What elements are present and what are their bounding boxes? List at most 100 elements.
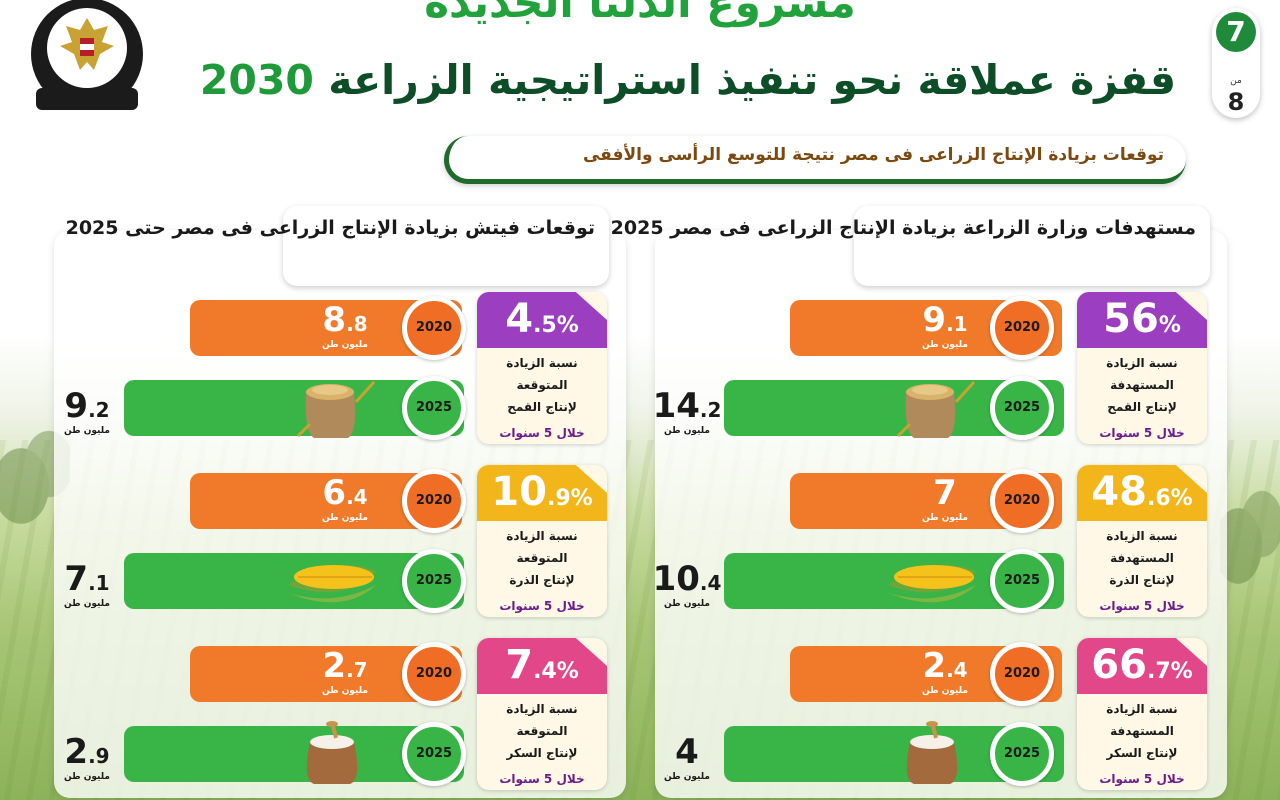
value-int: 2 bbox=[922, 646, 947, 686]
value-dec: .2 bbox=[88, 398, 110, 422]
fitch-wheat-value-2020: 8.8 bbox=[290, 302, 400, 342]
title-main: قفزة عملاقة نحو تنفيذ استراتيجية الزراعة… bbox=[198, 54, 1178, 106]
value-dec: .2 bbox=[699, 398, 722, 422]
increase-description: نسبة الزيادة المستهدفة لإنتاج السكر bbox=[1106, 702, 1178, 760]
increase-period: خلال 5 سنوات bbox=[1099, 426, 1185, 440]
increase-int: 66 bbox=[1091, 642, 1147, 688]
ministry-wheat-year-2020: 2020 bbox=[990, 296, 1054, 360]
subtitle-bar: توقعات بزيادة الإنتاج الزراعى فى مصر نتي… bbox=[444, 136, 1186, 184]
ministry-wheat-increase-card: 56% نسبة الزيادة المستهدفة لإنتاج القمح خل… bbox=[1077, 292, 1207, 444]
value-dec: .8 bbox=[346, 312, 368, 336]
ministry-sugar-increase-card: 66.7% نسبة الزيادة المستهدفة لإنتاج السكر… bbox=[1077, 638, 1207, 790]
fitch-sugar-value-2025: 2.9 bbox=[52, 734, 122, 774]
fitch-corn-value-2025: 7.1 bbox=[52, 561, 122, 601]
percent-sign: % bbox=[1158, 313, 1181, 338]
value-int: 10 bbox=[652, 559, 700, 599]
ministry-sugar-unit-2025: مليون طن bbox=[664, 772, 710, 782]
trees-decoration bbox=[1220, 480, 1280, 590]
fitch-sugar-value-2020: 2.7 bbox=[290, 648, 400, 688]
value-int: 2 bbox=[322, 646, 347, 686]
value-int: 6 bbox=[322, 473, 347, 513]
ministry-corn-value-2020: 7 bbox=[890, 475, 1000, 515]
increase-percent: 48.6% bbox=[1077, 469, 1207, 522]
increase-tab bbox=[477, 638, 607, 694]
increase-period: خلال 5 سنوات bbox=[499, 426, 585, 440]
percent-sign: % bbox=[1170, 659, 1193, 684]
ministry-sugar-year-2020: 2020 bbox=[990, 642, 1054, 706]
ministry-corn-value-2025: 10.4 bbox=[652, 561, 722, 601]
fitch-sugar-increase-card: 7.4% نسبة الزيادة المتوقعة لإنتاج السكر خل… bbox=[477, 638, 607, 790]
fitch-wheat-increase-card: 4.5% نسبة الزيادة المتوقعة لإنتاج القمح خل… bbox=[477, 292, 607, 444]
percent-sign: % bbox=[556, 313, 579, 338]
increase-description: نسبة الزيادة المستهدفة لإنتاج القمح bbox=[1106, 356, 1178, 414]
fitch-sugar-year-2020: 2020 bbox=[402, 642, 466, 706]
percent-sign: % bbox=[570, 486, 593, 511]
fitch-corn-increase-card: 10.9% نسبة الزيادة المتوقعة لإنتاج الذرة خ… bbox=[477, 465, 607, 617]
ministry-corn-year-2020: 2020 bbox=[990, 469, 1054, 533]
value-int: 4 bbox=[675, 732, 699, 772]
ministry-corn-unit-2020: مليون طن bbox=[922, 513, 968, 523]
increase-int: 48 bbox=[1091, 469, 1147, 515]
fitch-sugar-year-2025: 2025 bbox=[402, 722, 466, 786]
value-dec: .1 bbox=[88, 571, 110, 595]
ministry-wheat-value-2020: 9.1 bbox=[890, 302, 1000, 342]
corn-icon bbox=[888, 565, 976, 603]
ministry-corn-year-2025: 2025 bbox=[990, 549, 1054, 613]
value-int: 7 bbox=[64, 559, 89, 599]
fitch-wheat-year-2020: 2020 bbox=[402, 296, 466, 360]
value-dec: .4 bbox=[346, 485, 368, 509]
increase-percent: 56% bbox=[1077, 296, 1207, 349]
title-main-text: قفزة عملاقة نحو تنفيذ استراتيجية الزراعة bbox=[328, 56, 1177, 104]
increase-percent: 10.9% bbox=[477, 469, 607, 522]
increase-description: نسبة الزيادة المتوقعة لإنتاج الذرة bbox=[506, 529, 578, 587]
subtitle-text: توقعات بزيادة الإنتاج الزراعى فى مصر نتي… bbox=[582, 145, 1164, 165]
wheat-sack-icon bbox=[896, 380, 976, 438]
increase-description: نسبة الزيادة المستهدفة لإنتاج الذرة bbox=[1106, 529, 1178, 587]
fitch-wheat-unit-2020: مليون طن bbox=[322, 340, 368, 350]
increase-int: 7 bbox=[505, 642, 534, 688]
ministry-panel-title: مستهدفات وزارة الزراعة بزيادة الإنتاج ال… bbox=[611, 206, 1210, 286]
fitch-corn-unit-2020: مليون طن bbox=[322, 513, 368, 523]
fitch-corn-year-2020: 2020 bbox=[402, 469, 466, 533]
increase-description: نسبة الزيادة المتوقعة لإنتاج القمح bbox=[506, 356, 578, 414]
increase-tab bbox=[477, 465, 607, 521]
title-top: مشروع الدلتا الجديدة bbox=[424, 0, 856, 27]
ministry-sugar-unit-2020: مليون طن bbox=[922, 686, 968, 696]
percent-sign: % bbox=[556, 659, 579, 684]
increase-dec: .4 bbox=[533, 659, 557, 684]
ministry-corn-increase-card: 48.6% نسبة الزيادة المستهدفة لإنتاج الذرة… bbox=[1077, 465, 1207, 617]
fitch-corn-unit-2025: مليون طن bbox=[64, 599, 110, 609]
value-int: 14 bbox=[652, 386, 700, 426]
value-int: 8 bbox=[322, 300, 347, 340]
increase-period: خلال 5 سنوات bbox=[1099, 772, 1185, 786]
increase-int: 4 bbox=[505, 296, 534, 342]
fitch-wheat-unit-2025: مليون طن bbox=[64, 426, 110, 436]
value-int: 2 bbox=[64, 732, 89, 772]
sugar-sack-icon bbox=[306, 721, 358, 784]
ministry-sugar-year-2025: 2025 bbox=[990, 722, 1054, 786]
percent-sign: % bbox=[1170, 486, 1193, 511]
increase-description: نسبة الزيادة المتوقعة لإنتاج السكر bbox=[506, 702, 578, 760]
increase-tab bbox=[477, 292, 607, 348]
value-int: 9 bbox=[64, 386, 89, 426]
ministry-corn-unit-2025: مليون طن bbox=[664, 599, 710, 609]
media-center-logo bbox=[31, 0, 143, 110]
increase-period: خلال 5 سنوات bbox=[499, 599, 585, 613]
increase-dec: .7 bbox=[1146, 659, 1171, 684]
ministry-wheat-unit-2025: مليون طن bbox=[664, 426, 710, 436]
fitch-sugar-unit-2025: مليون طن bbox=[64, 772, 110, 782]
ministry-sugar-value-2025: 4 bbox=[652, 734, 722, 774]
increase-percent: 66.7% bbox=[1077, 642, 1207, 695]
increase-dec: .9 bbox=[546, 486, 571, 511]
fitch-sugar-unit-2020: مليون طن bbox=[322, 686, 368, 696]
increase-dec: .5 bbox=[533, 313, 557, 338]
fitch-panel-title: توقعات فيتش بزيادة الإنتاج الزراعى فى مص… bbox=[66, 206, 609, 286]
fitch-wheat-year-2025: 2025 bbox=[402, 376, 466, 440]
title-year: 2030 bbox=[199, 56, 314, 104]
value-dec: .9 bbox=[88, 744, 110, 768]
value-int: 9 bbox=[922, 300, 947, 340]
page-current: 7 bbox=[1216, 12, 1256, 52]
ministry-sugar-value-2020: 2.4 bbox=[890, 648, 1000, 688]
increase-tab bbox=[1077, 292, 1207, 348]
value-int: 7 bbox=[933, 473, 957, 513]
